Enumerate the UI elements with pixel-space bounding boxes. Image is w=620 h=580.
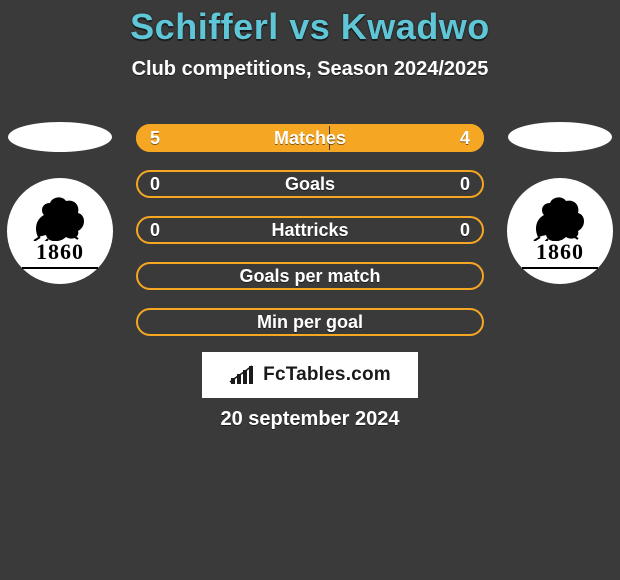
brand-box: FcTables.com [202,352,418,398]
stat-right-value: 4 [460,128,470,149]
comparison-infographic: Schifferl vs Kwadwo Club competitions, S… [0,0,620,580]
stat-bar: 0 Hattricks 0 [136,216,484,244]
brand-text: FcTables.com [263,364,391,386]
stat-bar: Goals per match [136,262,484,290]
stat-label: Goals per match [239,266,380,287]
crest-divider [22,267,98,269]
player1-head-silhouette [8,122,112,152]
stat-left-value: 0 [150,220,160,241]
stat-bar: 5 Matches 4 [136,124,484,152]
stat-bar: 0 Goals 0 [136,170,484,198]
crest-year-right: 1860 [536,239,584,265]
player2-head-silhouette [508,122,612,152]
club-crest-right: 1860 [507,178,613,284]
crest-divider [522,267,598,269]
stat-right-value: 0 [460,174,470,195]
stat-bar: Min per goal [136,308,484,336]
stat-left-value: 0 [150,174,160,195]
crest-year-left: 1860 [36,239,84,265]
subtitle: Club competitions, Season 2024/2025 [0,58,620,81]
club-crest-left: 1860 [7,178,113,284]
player2-name: Kwadwo [341,6,490,47]
bar-chart-icon [229,364,257,386]
stat-label: Min per goal [257,312,363,333]
player1-name: Schifferl [130,6,279,47]
lion-icon [28,193,92,241]
date-text: 20 september 2024 [0,408,620,431]
stat-label: Matches [274,128,346,149]
page-title: Schifferl vs Kwadwo [0,0,620,48]
lion-icon [528,193,592,241]
stat-label: Hattricks [271,220,348,241]
stat-right-value: 0 [460,220,470,241]
vs-text: vs [289,6,330,47]
stat-left-value: 5 [150,128,160,149]
stat-bars: 5 Matches 4 0 Goals 0 0 Hattricks 0 Goal… [136,124,484,336]
stat-label: Goals [285,174,335,195]
